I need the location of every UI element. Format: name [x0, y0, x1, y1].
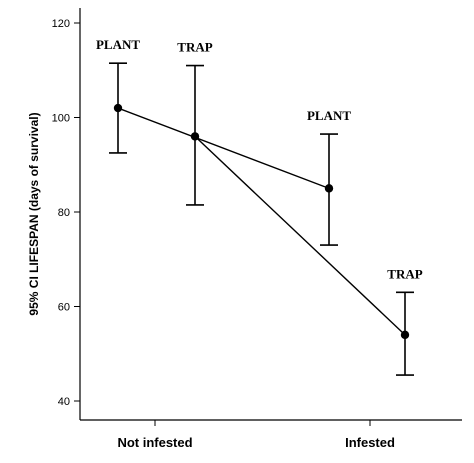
- series-line-trap: [194, 135, 406, 336]
- data-point: [113, 103, 123, 113]
- x-axis-ticks: Not infested Infested: [117, 420, 395, 450]
- x-tick-label: Infested: [345, 435, 395, 450]
- x-tick-label: Not infested: [117, 435, 192, 450]
- data-point: [400, 330, 410, 340]
- y-tick-label: 80: [58, 207, 70, 219]
- point-label: PLANT: [96, 37, 140, 52]
- data-points: [113, 103, 410, 340]
- data-point: [324, 184, 334, 193]
- y-tick-label: 40: [58, 396, 70, 408]
- y-tick-label: 120: [52, 18, 70, 30]
- error-bars: [109, 62, 414, 376]
- y-axis-ticks: 40 60 80 100 120: [52, 18, 80, 408]
- y-tick-label: 100: [52, 113, 70, 125]
- series-lines: [117, 107, 406, 336]
- point-label: PLANT: [307, 108, 351, 123]
- point-label: TRAP: [387, 266, 422, 281]
- data-point: [190, 132, 200, 141]
- series-line-plant: [117, 107, 330, 190]
- y-tick-label: 60: [58, 302, 70, 314]
- point-label: TRAP: [177, 40, 212, 55]
- y-axis-title: 95% CI LIFESPAN (days of survival): [27, 112, 41, 315]
- point-labels: PLANT PLANT TRAP TRAP: [96, 37, 423, 281]
